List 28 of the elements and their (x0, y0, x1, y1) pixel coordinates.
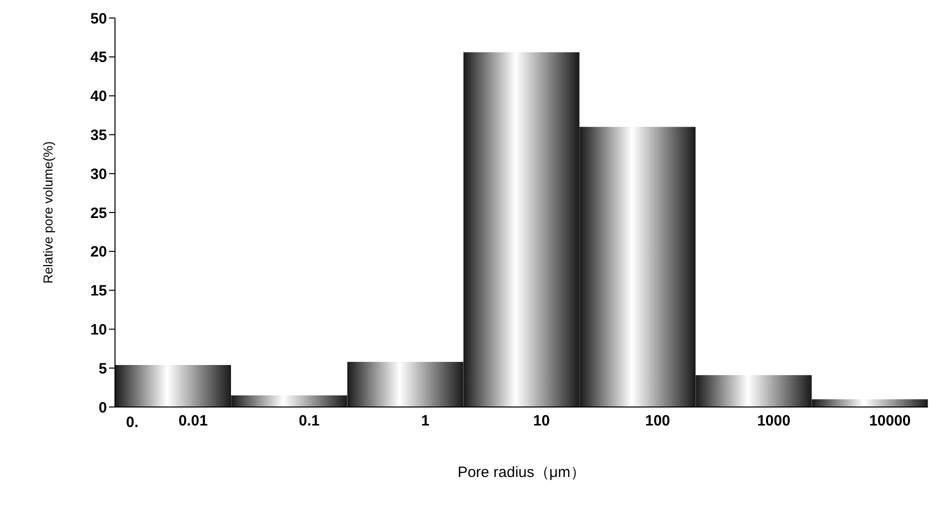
bar (812, 399, 928, 407)
y-tick-label: 40 (90, 88, 107, 106)
x-tick-label: 1000 (757, 412, 790, 430)
y-axis-title: Relative pore volume(%) (40, 141, 56, 284)
y-tick-label: 20 (90, 244, 107, 261)
y-tick-label: 30 (90, 166, 107, 183)
bar (463, 52, 580, 407)
x-tick-label: 10 (533, 412, 550, 430)
y-tick-label: 50 (90, 10, 107, 28)
y-tick-label: 35 (90, 127, 107, 144)
x-tick-label: 0.01 (178, 412, 208, 430)
x-tick-label: 1 (421, 412, 430, 430)
y-tick-label: 10 (90, 322, 107, 339)
bar (115, 364, 231, 407)
y-tick-label: 45 (90, 49, 107, 66)
bar (231, 395, 348, 407)
y-tick-label: 5 (98, 360, 107, 378)
y-tick-label: 25 (90, 204, 107, 222)
text: 0. (126, 414, 139, 432)
y-tick-label: 0 (98, 399, 107, 416)
x-tick-label: 0.1 (298, 412, 320, 430)
x-tick-label: 10000 (869, 412, 911, 430)
x-axis-title: Pore radius（μm） (458, 464, 586, 481)
bar (696, 375, 812, 407)
bar (580, 126, 696, 407)
y-tick-label: 15 (90, 282, 107, 300)
bar (347, 362, 464, 407)
x-tick-label: 100 (645, 412, 670, 430)
